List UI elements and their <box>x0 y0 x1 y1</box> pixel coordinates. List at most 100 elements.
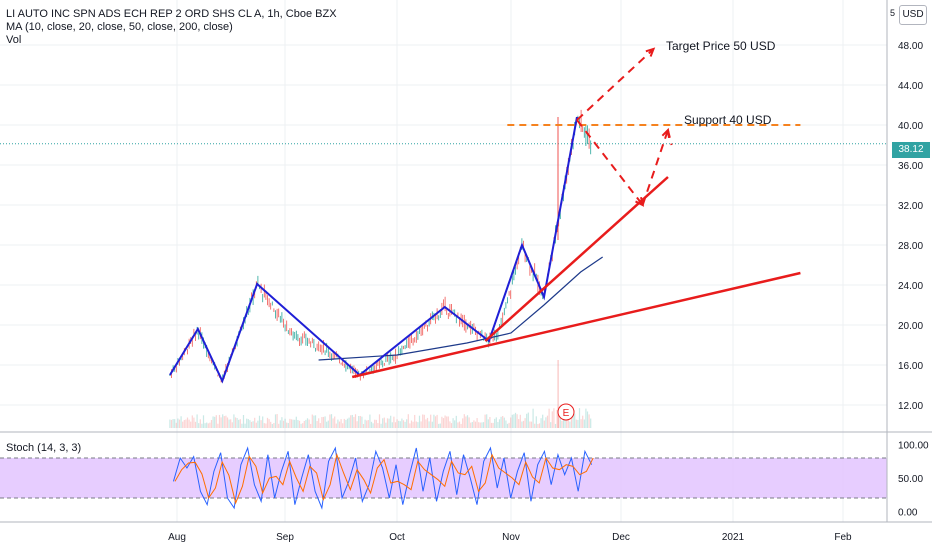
volume-bar <box>407 414 409 428</box>
volume-bar <box>452 418 454 428</box>
volume-bar <box>250 421 253 428</box>
volume-bar <box>354 414 357 428</box>
volume-bar <box>450 423 453 428</box>
volume-bar <box>558 415 560 428</box>
volume-bar <box>201 423 203 428</box>
volume-bar <box>580 419 582 428</box>
volume-bar <box>361 416 363 428</box>
volume-bar <box>436 414 438 428</box>
volume-bar <box>313 415 315 428</box>
volume-bar <box>425 419 427 428</box>
volume-bar <box>409 423 411 428</box>
volume-bar <box>297 420 299 428</box>
volume-bar <box>498 419 501 428</box>
volume-bar <box>322 416 325 428</box>
volume-bar <box>330 414 333 428</box>
y-tick-label: 44.00 <box>898 81 923 92</box>
volume-bar <box>406 419 408 428</box>
volume-bar <box>396 419 398 428</box>
scale-settings-icon[interactable]: 5 <box>890 8 896 18</box>
volume-bar <box>369 414 371 428</box>
volume-bar <box>177 418 179 428</box>
legend-ma: MA (10, close, 20, close, 50, close, 200… <box>6 21 233 33</box>
stoch-band <box>0 458 887 498</box>
volume-bar <box>186 417 189 428</box>
volume-bar <box>175 422 177 428</box>
volume-bar <box>388 418 390 428</box>
volume-bar <box>226 417 229 428</box>
volume-bar <box>433 414 435 428</box>
volume-bar <box>169 419 171 428</box>
stoch-k-line <box>172 446 593 510</box>
volume-bar <box>410 420 413 428</box>
trend-line <box>484 176 669 342</box>
volume-bar <box>546 415 549 428</box>
volume-bar <box>516 414 518 428</box>
volume-bar <box>394 422 397 428</box>
volume-bar <box>460 423 462 428</box>
volume-bar <box>537 423 539 428</box>
last-price-tag: 38.12 <box>892 142 930 158</box>
volume-bar <box>358 416 360 428</box>
volume-bar <box>554 423 557 428</box>
volume-bar <box>207 423 209 428</box>
volume-bar <box>215 415 217 428</box>
volume-bar <box>377 423 379 428</box>
chart-legend: LI AUTO INC SPN ADS ECH REP 2 ORD SHS CL… <box>6 8 337 47</box>
volume-bar <box>356 421 358 428</box>
volume-bar <box>316 421 318 428</box>
y-tick-label: 16.00 <box>898 361 923 372</box>
volume-bar <box>588 414 590 428</box>
volume-bar <box>487 419 489 428</box>
volume-bar <box>271 423 273 428</box>
y-tick-label: 40.00 <box>898 121 923 132</box>
volume-bar <box>561 420 563 428</box>
volume-bar <box>585 408 587 428</box>
volume-bar <box>519 414 521 428</box>
earnings-marker-label: E <box>563 408 570 419</box>
volume-bar <box>268 419 270 428</box>
volume-bar <box>289 418 291 428</box>
volume-bar <box>321 417 323 428</box>
volume-bar <box>463 414 465 428</box>
volume-bar <box>298 420 301 428</box>
stoch-panel <box>0 446 887 510</box>
volume-bar <box>257 420 259 428</box>
volume-bar <box>270 421 272 428</box>
volume-bar <box>342 423 344 428</box>
volume-bar <box>426 417 429 428</box>
currency-button[interactable]: USD <box>899 5 927 25</box>
volume-bar <box>337 419 339 428</box>
volume-bar <box>324 416 326 428</box>
volume-bar <box>265 423 267 428</box>
volume-bar <box>398 420 400 428</box>
volume-bar <box>346 418 349 428</box>
projection-down <box>576 119 644 206</box>
grid <box>0 0 887 522</box>
volume-bar <box>372 423 374 428</box>
volume-bar <box>290 419 293 428</box>
volume-bar <box>415 421 417 428</box>
volume-bar <box>482 422 485 428</box>
volume-bar <box>484 414 486 428</box>
volume-bar <box>367 420 369 428</box>
volume-bar <box>180 416 182 428</box>
volume-bar <box>238 419 240 428</box>
volume-bar <box>385 422 387 428</box>
volume-bar <box>514 412 517 428</box>
volume-bar <box>583 419 585 428</box>
volume-bar <box>198 423 200 428</box>
volume-bar <box>204 423 206 428</box>
volume-bar <box>338 421 341 428</box>
volume-bar <box>263 423 265 428</box>
volume-bar <box>247 419 249 428</box>
volume-bar <box>318 418 320 428</box>
volume-bar <box>311 414 313 428</box>
volume-bar <box>414 414 416 428</box>
target-price-annotation: Target Price 50 USD <box>666 39 776 53</box>
volume-bar <box>380 423 382 428</box>
volume-bar <box>503 417 505 428</box>
volume-bar <box>466 415 469 428</box>
volume-bar <box>273 423 275 428</box>
volume-bar <box>438 423 440 428</box>
